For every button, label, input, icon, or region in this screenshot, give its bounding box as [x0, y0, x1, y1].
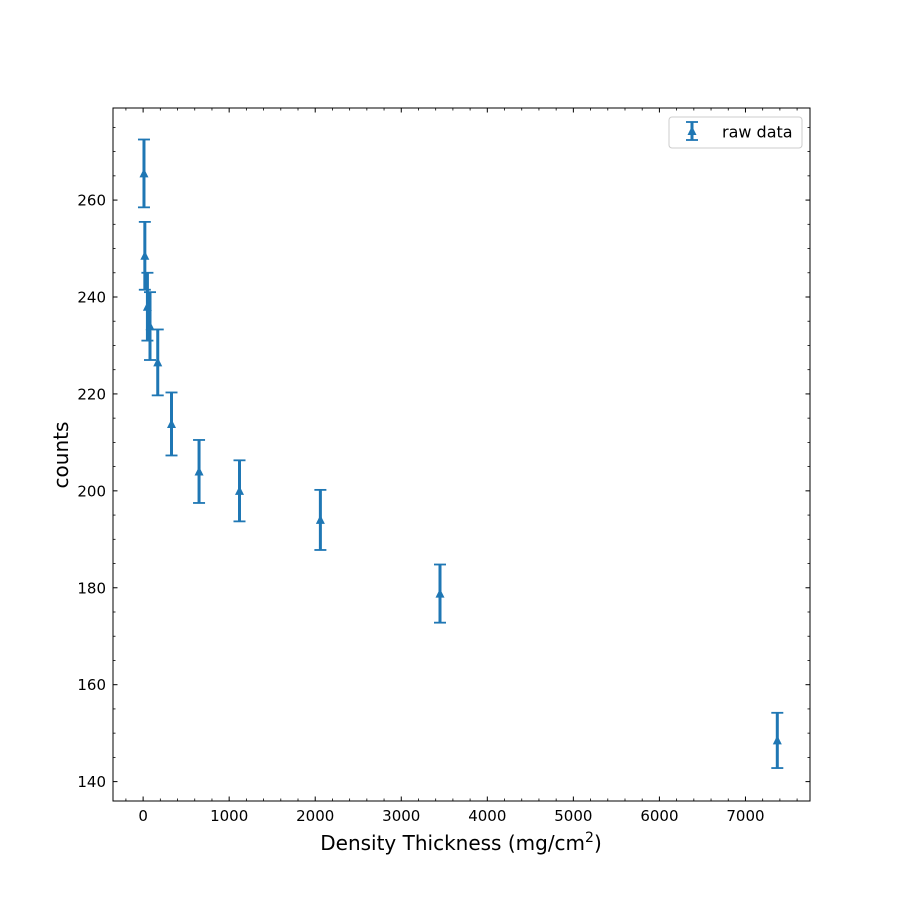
plot-frame: [112, 107, 811, 802]
data-point: [144, 291, 157, 361]
ticks-layer: 0 1000 2000 3000 4000 5000 6000 7000 140 160 180 20…: [77, 108, 810, 825]
y-tick-label: 260: [77, 192, 106, 210]
data-point: [233, 459, 246, 523]
y-tick-label: 160: [77, 676, 106, 694]
data-point: [137, 138, 150, 209]
data-point: [433, 563, 446, 624]
legend-triangle-marker: [687, 126, 697, 135]
triangle-marker: [234, 485, 244, 495]
x-axis-label: Density Thickness (mg/cm2): [320, 830, 602, 855]
legend: raw data: [668, 116, 803, 149]
x-tick-label: 6000: [640, 807, 678, 825]
triangle-marker: [145, 321, 155, 331]
x-tick-label: 5000: [554, 807, 592, 825]
triangle-marker: [140, 250, 150, 260]
data-point: [193, 439, 206, 504]
legend-entry-raw-data: raw data: [722, 123, 793, 142]
triangle-marker: [315, 514, 325, 524]
x-tick-label: 1000: [210, 807, 248, 825]
triangle-marker: [772, 735, 782, 745]
y-tick-label: 140: [77, 773, 106, 791]
data-point: [141, 271, 154, 342]
data-layer: [137, 138, 784, 769]
legend-marker: [686, 121, 698, 141]
x-tick-label: 0: [138, 807, 148, 825]
y-tick-label: 220: [77, 385, 106, 403]
triangle-marker: [435, 588, 445, 598]
x-tick-label: 2000: [296, 807, 334, 825]
data-point: [151, 328, 164, 397]
triangle-marker: [153, 357, 163, 367]
data-point: [165, 391, 178, 457]
triangle-marker: [139, 168, 149, 178]
y-tick-label: 180: [77, 579, 106, 597]
y-tick-label: 240: [77, 289, 106, 307]
data-point: [138, 220, 151, 291]
legend-box: [668, 116, 803, 149]
data-point: [771, 711, 784, 769]
data-point: [314, 488, 327, 551]
triangle-marker: [167, 418, 177, 428]
y-tick-label: 200: [77, 482, 106, 500]
x-tick-label: 4000: [468, 807, 506, 825]
x-tick-label: 7000: [726, 807, 764, 825]
x-tick-label: 3000: [382, 807, 420, 825]
triangle-marker: [194, 466, 204, 476]
y-axis-label: counts: [49, 422, 73, 489]
